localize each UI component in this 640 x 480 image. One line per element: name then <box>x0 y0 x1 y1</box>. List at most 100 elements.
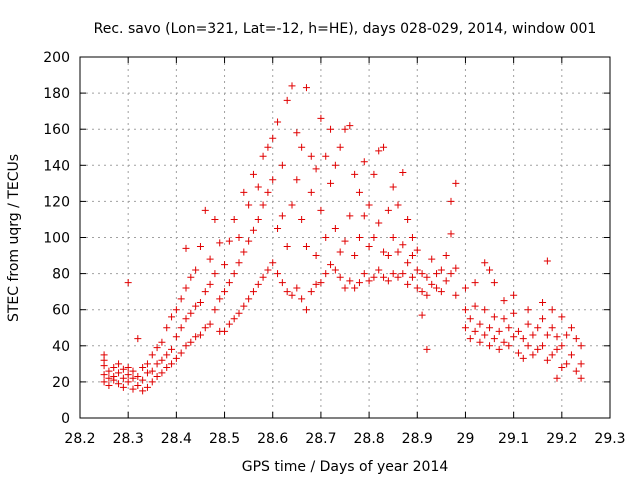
data-point <box>389 183 397 191</box>
data-point <box>418 270 426 278</box>
data-point <box>206 280 214 288</box>
data-point <box>245 201 253 209</box>
data-point <box>394 248 402 256</box>
axis-ticks: 28.2 28.3 28.4 28.5 28.6 28.7 28.8 28.9 29 29.1 29… <box>43 50 625 447</box>
data-point <box>563 331 571 339</box>
data-point <box>119 383 127 391</box>
data-point <box>105 367 113 375</box>
x-tick-label: 28.7 <box>305 431 336 447</box>
data-point <box>249 170 257 178</box>
y-tick-label: 20 <box>52 375 70 391</box>
y-tick-label: 200 <box>43 50 70 66</box>
data-point <box>524 320 532 328</box>
data-point <box>182 284 190 292</box>
data-point <box>514 327 522 335</box>
data-point <box>437 266 445 274</box>
data-point <box>110 376 118 384</box>
data-point <box>182 244 190 252</box>
data-point <box>375 266 383 274</box>
data-point <box>370 234 378 241</box>
data-point <box>433 270 441 278</box>
data-point <box>283 96 291 104</box>
data-point <box>418 311 426 319</box>
data-point <box>346 212 354 220</box>
data-point <box>471 302 479 310</box>
data-point <box>331 266 339 274</box>
data-point <box>182 342 190 350</box>
data-point <box>274 270 282 278</box>
data-point <box>384 252 392 260</box>
data-point <box>336 273 344 281</box>
data-point <box>486 266 494 274</box>
data-point <box>461 306 469 314</box>
data-point <box>500 297 508 305</box>
data-point <box>124 363 132 371</box>
data-point <box>461 324 469 332</box>
data-point <box>481 331 489 339</box>
data-point <box>558 342 566 350</box>
data-point <box>370 273 378 281</box>
data-point <box>172 354 180 362</box>
x-tick-label: 28.5 <box>209 431 240 447</box>
data-point <box>129 367 137 375</box>
data-point <box>235 259 243 267</box>
data-point <box>264 266 272 274</box>
data-point <box>153 372 161 380</box>
x-axis-title: GPS time / Days of year 2014 <box>242 459 449 475</box>
data-point <box>274 224 282 232</box>
data-point <box>124 279 132 287</box>
data-point <box>380 143 388 151</box>
data-point <box>134 372 142 380</box>
data-point <box>408 273 416 281</box>
data-point <box>394 201 402 209</box>
data-point <box>466 315 474 323</box>
data-point <box>452 179 460 187</box>
data-point <box>225 320 233 328</box>
data-point <box>539 315 547 323</box>
data-point <box>365 277 373 285</box>
data-point <box>139 363 147 371</box>
data-point <box>206 255 214 263</box>
data-point <box>307 152 315 160</box>
data-point <box>153 360 161 368</box>
data-point <box>278 161 286 169</box>
data-point <box>221 261 229 269</box>
data-point <box>365 243 373 251</box>
data-point <box>380 248 388 256</box>
data-point <box>360 270 368 278</box>
data-point <box>384 277 392 285</box>
data-point <box>230 215 238 223</box>
data-point <box>187 338 195 346</box>
data-point <box>471 279 479 287</box>
data-point <box>312 280 320 288</box>
data-point <box>351 170 359 178</box>
data-point <box>211 306 219 314</box>
y-tick-label: 60 <box>52 303 70 319</box>
data-point <box>110 363 118 371</box>
data-point <box>490 313 498 321</box>
data-point <box>423 273 431 281</box>
data-point <box>100 351 108 359</box>
data-point <box>288 291 296 299</box>
data-point <box>543 331 551 339</box>
y-tick-label: 80 <box>52 267 70 283</box>
data-point <box>192 266 200 274</box>
data-point <box>481 306 489 314</box>
data-point <box>399 241 407 249</box>
data-point <box>134 335 142 343</box>
data-point <box>355 234 363 241</box>
data-point <box>201 288 209 296</box>
data-point <box>490 335 498 343</box>
data-point <box>404 259 412 267</box>
y-tick-label: 180 <box>43 86 70 102</box>
data-point <box>168 360 176 368</box>
data-point <box>139 387 147 395</box>
data-point <box>129 374 137 382</box>
data-point <box>413 266 421 274</box>
data-point <box>235 309 243 317</box>
data-point <box>360 212 368 220</box>
data-point <box>476 320 484 328</box>
data-point <box>134 382 142 390</box>
data-point <box>211 215 219 223</box>
data-point <box>331 224 339 232</box>
